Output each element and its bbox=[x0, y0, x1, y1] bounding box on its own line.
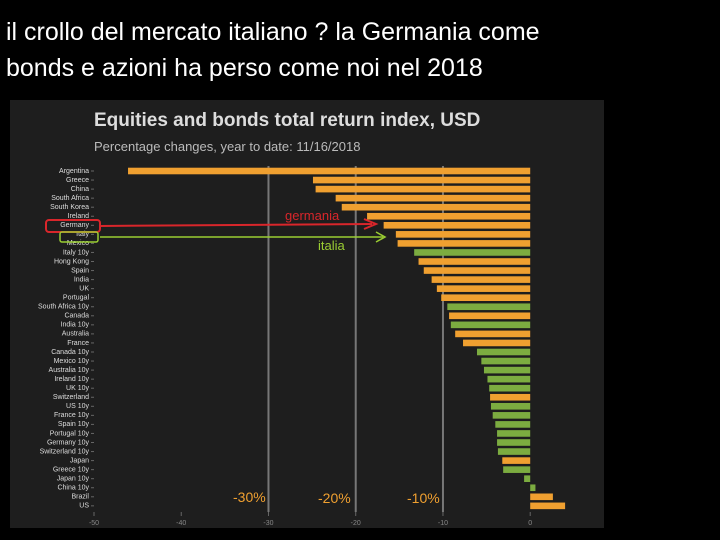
bar bbox=[450, 321, 531, 329]
category-label: Switzerland bbox=[53, 394, 89, 401]
bar bbox=[530, 484, 536, 492]
bar bbox=[492, 412, 531, 419]
bar bbox=[476, 348, 531, 356]
slide-title-line-2: bonds e azioni ha perso come noi nel 201… bbox=[6, 54, 483, 82]
bar bbox=[530, 502, 566, 510]
category-label: Ireland 10y bbox=[54, 376, 89, 383]
annotation: -30% bbox=[233, 489, 266, 505]
category-label: Germany bbox=[60, 222, 89, 229]
chart-title: Equities and bonds total return index, U… bbox=[94, 110, 480, 131]
category-label: Mexico 10y bbox=[54, 358, 90, 365]
category-label: Portugal bbox=[63, 295, 90, 302]
category-label: South Africa 10y bbox=[38, 304, 89, 311]
bar bbox=[367, 212, 531, 220]
category-label: China 10y bbox=[57, 485, 89, 492]
category-label: UK 10y bbox=[66, 385, 89, 392]
x-tick-label: -40 bbox=[176, 520, 186, 527]
category-label: Brazil bbox=[71, 494, 89, 501]
bar bbox=[335, 194, 531, 202]
highlight-box-green bbox=[59, 231, 99, 243]
bar bbox=[490, 393, 531, 401]
category-label: Switzerland 10y bbox=[40, 448, 90, 455]
x-tick-label: -20 bbox=[351, 520, 361, 527]
bar bbox=[455, 330, 531, 338]
bar bbox=[530, 493, 553, 501]
bar bbox=[483, 366, 531, 374]
bar bbox=[497, 430, 531, 437]
category-label: France 10y bbox=[54, 412, 90, 419]
category-label: Greece bbox=[66, 177, 89, 184]
category-label: Argentina bbox=[59, 168, 89, 175]
x-tick-label: 0 bbox=[528, 520, 532, 527]
bar bbox=[487, 375, 531, 383]
bar bbox=[490, 403, 531, 410]
category-label: Hong Kong bbox=[54, 258, 89, 265]
chart-subtitle: Percentage changes, year to date: 11/16/… bbox=[94, 139, 360, 154]
category-label: Italy 10y bbox=[63, 249, 90, 256]
category-label: Mexico bbox=[67, 240, 89, 247]
category-label: Ireland bbox=[68, 213, 90, 220]
bar bbox=[312, 176, 531, 184]
category-label: Germany 10y bbox=[47, 439, 90, 446]
category-label: Greece 10y bbox=[53, 466, 90, 473]
category-label: Australia 10y bbox=[49, 367, 90, 374]
plot: -50 -40 -30 -20 -10 0 Argentina Greece China Sout… bbox=[38, 166, 566, 527]
slide-title-line-1: il crollo del mercato italiano ? la Germ… bbox=[6, 18, 540, 46]
arrow-head-red bbox=[363, 218, 379, 230]
bar bbox=[447, 303, 531, 311]
annotation: italia bbox=[318, 238, 346, 253]
bar bbox=[503, 466, 531, 473]
x-tick-label: -30 bbox=[263, 520, 273, 527]
annotation: -20% bbox=[318, 490, 351, 506]
bar bbox=[418, 258, 531, 265]
bar bbox=[497, 448, 531, 455]
bar bbox=[502, 457, 531, 464]
bar bbox=[341, 203, 531, 211]
bar bbox=[423, 267, 531, 274]
bar bbox=[524, 475, 531, 482]
category-label: China bbox=[71, 186, 89, 193]
category-label: UK bbox=[79, 285, 89, 292]
category-label: Canada bbox=[64, 313, 89, 320]
category-label: Japan 10y bbox=[57, 476, 90, 483]
bar bbox=[441, 294, 531, 301]
arrow-head-green bbox=[375, 231, 387, 243]
category-label: South Korea bbox=[50, 204, 89, 211]
category-label: France bbox=[67, 340, 89, 347]
bar bbox=[431, 276, 531, 283]
arrow-red bbox=[99, 223, 373, 227]
category-label: US 10y bbox=[66, 403, 89, 410]
category-label: Italy bbox=[76, 231, 89, 238]
bar bbox=[397, 240, 531, 247]
category-label: Australia bbox=[62, 331, 89, 338]
category-label: Spain 10y bbox=[58, 421, 90, 428]
bar bbox=[383, 222, 531, 229]
category-label: India bbox=[74, 276, 89, 283]
bar bbox=[436, 285, 531, 292]
bar bbox=[489, 384, 531, 392]
category-label: Canada 10y bbox=[51, 349, 89, 356]
annotation: -10% bbox=[407, 490, 440, 506]
category-label: Spain bbox=[71, 267, 89, 274]
x-tick-label: -10 bbox=[438, 520, 448, 527]
category-label: Portugal 10y bbox=[50, 430, 90, 437]
bar bbox=[449, 312, 531, 320]
bar bbox=[315, 185, 531, 193]
x-tick-label: -50 bbox=[89, 520, 99, 527]
category-label: Japan bbox=[70, 457, 89, 464]
bar bbox=[497, 439, 531, 446]
annotation: germania bbox=[285, 208, 340, 223]
bar bbox=[481, 357, 531, 365]
bar bbox=[414, 249, 531, 256]
bar bbox=[495, 421, 531, 428]
bar bbox=[128, 167, 531, 175]
bar bbox=[395, 231, 531, 238]
category-label: South Africa bbox=[51, 195, 89, 202]
category-label: India 10y bbox=[61, 322, 90, 329]
category-label: US bbox=[79, 503, 89, 510]
bar bbox=[463, 339, 531, 347]
